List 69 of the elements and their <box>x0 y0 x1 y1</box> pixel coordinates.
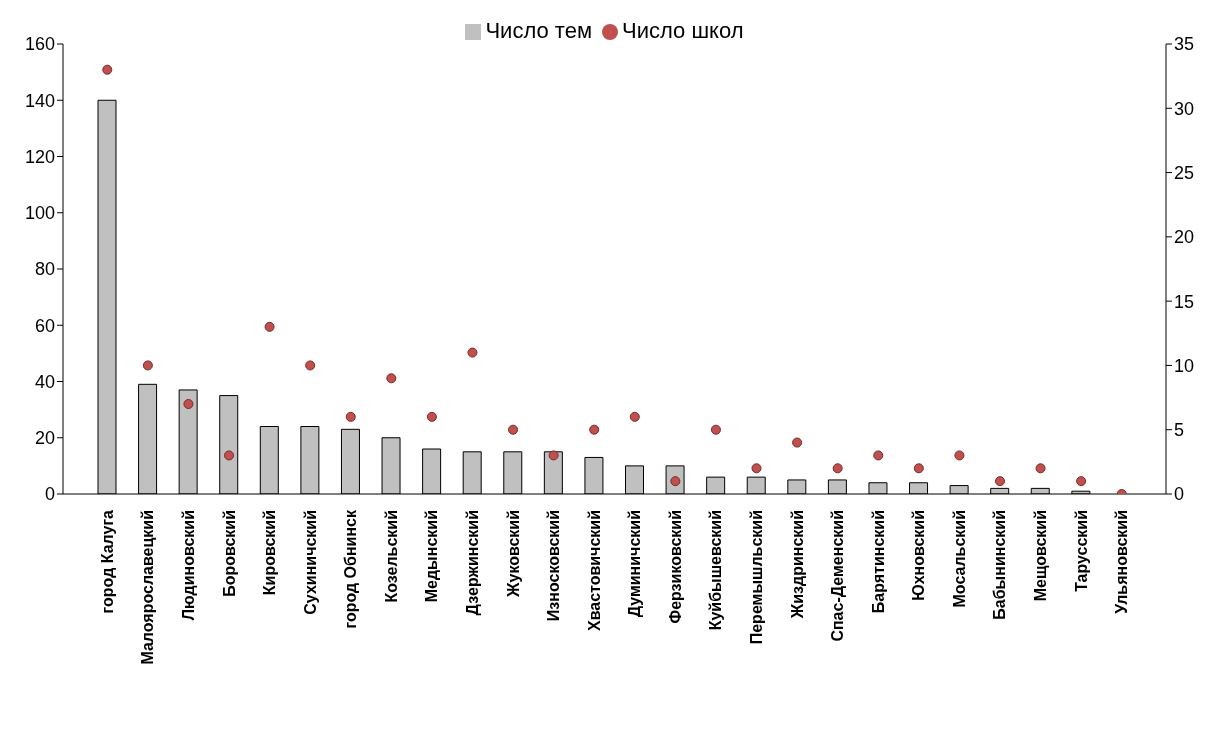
y-tick-label: 60 <box>34 315 55 336</box>
y-tick-label: 120 <box>24 146 55 167</box>
y-tick-label: 20 <box>34 428 55 449</box>
point <box>345 411 356 422</box>
point <box>832 463 843 474</box>
x-tick-label: Куйбышевский <box>707 510 725 631</box>
x-tick-label: Боровский <box>220 510 238 597</box>
legend-label: Число тем <box>485 18 593 43</box>
x-tick-label: Перемышльский <box>748 510 766 645</box>
y-tick-label: 140 <box>24 90 55 111</box>
x-tick-label: Жуковский <box>504 510 522 598</box>
x-tick-label: Тарусский <box>1072 510 1090 592</box>
x-tick-label: Людиновский <box>179 510 197 621</box>
x-tick-label: Хвастовичский <box>585 510 603 632</box>
y2-tick-label: 25 <box>1174 162 1195 183</box>
x-tick-label: Медынский <box>423 510 441 603</box>
point <box>548 450 559 461</box>
y2-tick-label: 10 <box>1174 355 1195 376</box>
x-tick-label: Думиничский <box>626 510 644 618</box>
point <box>386 373 397 384</box>
x-tick-label: Малоярославецкий <box>139 510 157 665</box>
y-tick-label: 80 <box>34 259 55 280</box>
x-tick-label: Козельский <box>382 510 400 603</box>
y2-tick-label: 35 <box>1174 34 1195 55</box>
x-tick-label: Дзержинский <box>463 510 481 616</box>
x-tick-label: Мосальский <box>950 510 968 608</box>
x-tick-label: город Обнинск <box>342 509 360 629</box>
point <box>426 411 437 422</box>
x-tick-label: Износковский <box>545 510 563 622</box>
point <box>792 437 803 448</box>
point <box>954 450 965 461</box>
x-tick-label: Барятинский <box>869 510 887 614</box>
y-tick-label: 40 <box>34 371 55 392</box>
x-tick-label: Юхновский <box>910 510 928 601</box>
x-tick-label: Кировский <box>261 510 279 596</box>
x-tick-label: Мещовский <box>1032 510 1050 602</box>
x-tick-label: Бабынинский <box>991 510 1009 620</box>
y-tick-label: 100 <box>24 203 55 224</box>
point <box>710 424 721 435</box>
y2-tick-label: 30 <box>1174 98 1195 119</box>
y-tick-label: 0 <box>44 484 55 505</box>
x-tick-label: город Калуга <box>98 509 116 614</box>
y2-tick-label: 15 <box>1174 291 1195 312</box>
x-tick-label: Ферзиковский <box>666 510 684 624</box>
point <box>102 64 113 75</box>
point <box>1076 476 1087 487</box>
point <box>224 450 235 461</box>
point <box>508 424 519 435</box>
point <box>183 398 194 410</box>
x-tick-label: Сухиничский <box>301 510 319 615</box>
point <box>913 463 924 474</box>
legend-label: Число школ <box>622 18 744 43</box>
point <box>1035 463 1046 474</box>
point <box>751 463 762 474</box>
point <box>629 411 640 422</box>
point <box>994 476 1005 487</box>
point <box>142 360 153 371</box>
y-tick-label: 160 <box>24 34 55 55</box>
point <box>873 450 884 461</box>
x-tick-label: Спас-Деменский <box>829 510 847 642</box>
point <box>305 360 316 371</box>
y2-tick-label: 5 <box>1174 420 1185 441</box>
point <box>589 424 600 435</box>
point <box>467 347 478 358</box>
x-tick-label: Жиздринский <box>788 510 806 620</box>
x-tick-label: Ульяновский <box>1113 510 1131 614</box>
y2-tick-label: 20 <box>1174 227 1195 248</box>
point <box>264 321 275 332</box>
y2-tick-label: 0 <box>1174 484 1185 505</box>
